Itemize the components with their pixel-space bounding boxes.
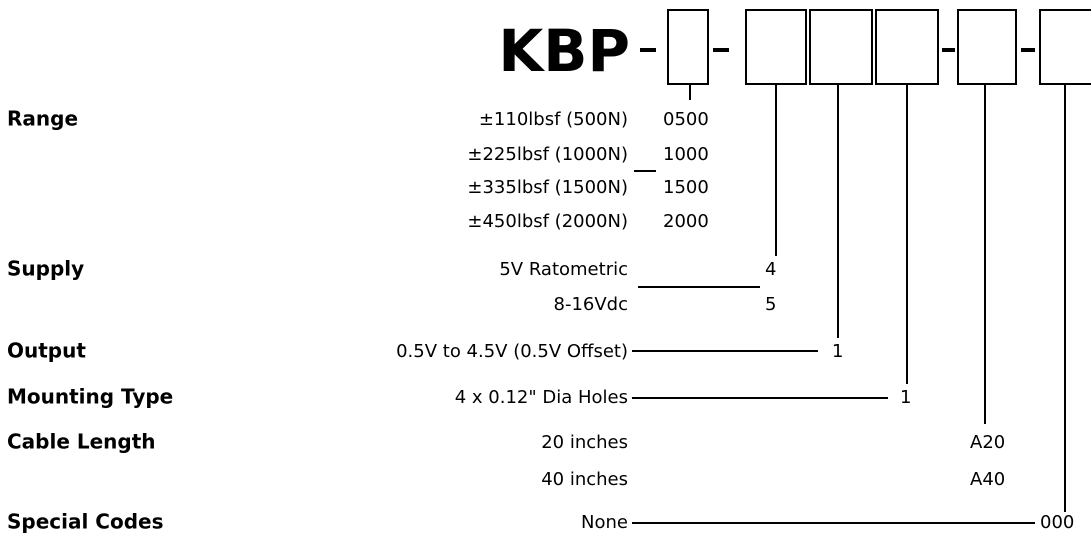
- box: [809, 9, 873, 85]
- option-code: 1: [900, 387, 911, 408]
- option-code: 0500: [663, 109, 709, 130]
- title: KBP: [498, 17, 630, 85]
- box: [875, 9, 939, 85]
- option-text: 4 x 0.12" Dia Holes: [455, 387, 628, 408]
- box: [957, 9, 1017, 85]
- option-text: 20 inches: [541, 432, 628, 453]
- section-label: Range: [7, 107, 78, 131]
- section-label: Output: [7, 339, 86, 363]
- box: [745, 9, 807, 85]
- option-code: 5: [765, 294, 776, 315]
- option-code: 000: [1040, 512, 1074, 533]
- option-code: 4: [765, 259, 776, 280]
- option-text: ±335lbsf (1500N): [467, 177, 628, 198]
- option-code: 2000: [663, 211, 709, 232]
- option-text: 0.5V to 4.5V (0.5V Offset): [396, 341, 628, 362]
- section-label: Mounting Type: [7, 385, 173, 409]
- option-code: A40: [970, 469, 1005, 490]
- option-text: ±225lbsf (1000N): [467, 144, 628, 165]
- option-text: ±450lbsf (2000N): [467, 211, 628, 232]
- option-code: 1: [832, 341, 843, 362]
- option-text: ±110lbsf (500N): [479, 109, 628, 130]
- option-text: 5V Ratometric: [499, 259, 628, 280]
- box: [1039, 9, 1091, 85]
- section-label: Supply: [7, 257, 84, 281]
- option-text: 8-16Vdc: [554, 294, 629, 315]
- option-text: None: [581, 512, 628, 533]
- option-code: 1000: [663, 144, 709, 165]
- section-label: Cable Length: [7, 430, 156, 454]
- section-label: Special Codes: [7, 510, 164, 534]
- option-code: 1500: [663, 177, 709, 198]
- code-boxes: [667, 9, 1091, 85]
- option-text: 40 inches: [541, 469, 628, 490]
- option-code: A20: [970, 432, 1005, 453]
- connectors: [632, 84, 1066, 524]
- box: [667, 9, 709, 85]
